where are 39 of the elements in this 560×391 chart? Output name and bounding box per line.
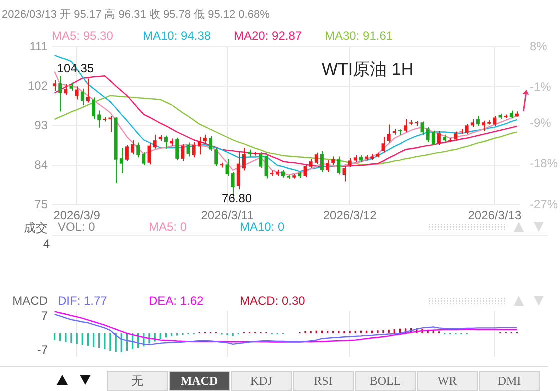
- y2-tick-label: -18%: [530, 156, 558, 171]
- chart-title: MACD: [12, 294, 48, 308]
- text: RSI: [293, 371, 354, 391]
- text: MACD: [169, 371, 230, 391]
- legend-label: MA10: 0: [240, 220, 285, 234]
- text: 无: [107, 371, 168, 391]
- y-tick-label: -7: [37, 342, 48, 357]
- x-tick-label: 2026/3/11: [201, 208, 254, 223]
- y2-tick-label: -27%: [530, 197, 558, 212]
- x-tick-label: 2026/3/12: [323, 208, 378, 223]
- y2-tick-label: -1%: [530, 80, 552, 94]
- text: MA5: 95.30: [52, 29, 114, 43]
- series-label: DIF: 1.77: [58, 294, 108, 308]
- x-tick-label: 2026/3/13: [468, 208, 522, 223]
- y-tick-label: 111: [30, 40, 48, 54]
- text: BOLL: [355, 371, 416, 391]
- y-tick-label: 84: [34, 158, 48, 172]
- y-tick-label: 7: [41, 308, 48, 323]
- legend-label: MA5: 0: [149, 220, 188, 234]
- annotation: 76.80: [222, 191, 252, 206]
- text: KDJ: [231, 371, 292, 391]
- text: MA30: 91.61: [325, 29, 394, 43]
- text: MA20: 92.87: [234, 29, 304, 43]
- chart-subtitle: 2026/03/13 开 95.17 高 96.31 收 95.78 低 95.12 0.68%: [2, 8, 270, 22]
- y2-tick-label: 8%: [530, 40, 548, 54]
- series-label: MACD: 0.30: [240, 294, 306, 308]
- text: DEA: 1.62: [149, 294, 205, 308]
- text: 4: [43, 237, 50, 251]
- y-tick-label: 75: [34, 197, 48, 212]
- y-tick-label: 102: [28, 78, 48, 93]
- text: MA10: 94.38: [143, 29, 212, 43]
- y-tick-label: 93: [34, 118, 48, 132]
- x-tick-label: 2026/3/9: [54, 208, 101, 223]
- text: DMI: [479, 371, 540, 391]
- legend-label: VOL: 0: [58, 220, 96, 234]
- text: WR: [417, 371, 478, 391]
- y2-tick-label: -9%: [530, 116, 552, 130]
- text: WTI原油 1H: [322, 59, 414, 81]
- text: 成交: [24, 220, 48, 237]
